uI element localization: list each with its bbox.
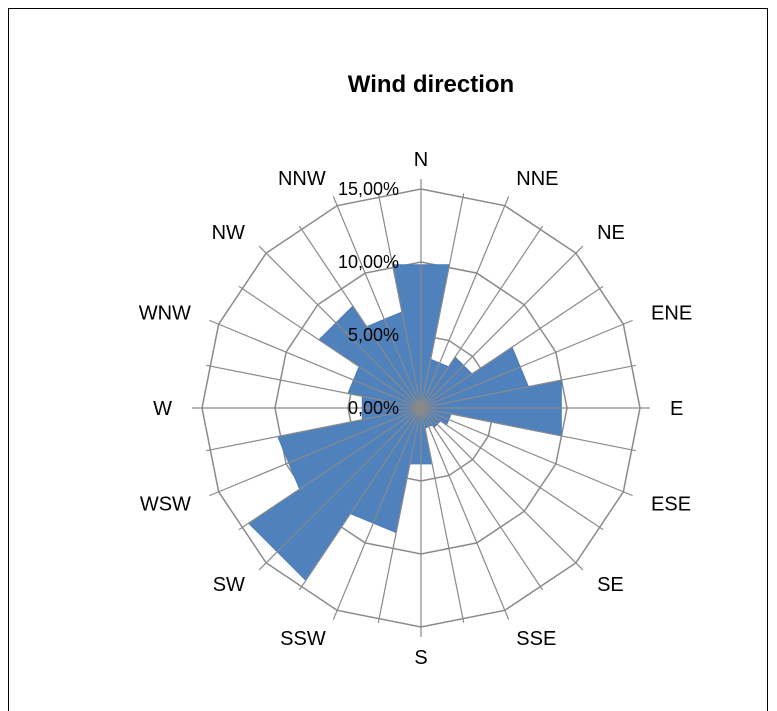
direction-label-n: N <box>414 149 428 171</box>
direction-spokes <box>192 179 650 637</box>
spoke-4 <box>420 364 636 409</box>
axis-nnw <box>332 196 422 409</box>
axis-sse <box>420 407 510 620</box>
spoke-1 <box>420 193 465 409</box>
spoke-5 <box>420 407 636 452</box>
radial-tick-labels: 0,00% 5,00% 10,00% 15,00% <box>338 179 399 418</box>
direction-label-ene: ENE <box>651 303 692 325</box>
direction-label-w: W <box>153 398 172 420</box>
spoke-11 <box>238 407 422 531</box>
direction-label-ese: ESE <box>651 493 691 515</box>
radial-tick-label: 0,00% <box>348 398 399 418</box>
spoke-12 <box>206 407 422 452</box>
axis-se <box>420 407 584 571</box>
spoke-9 <box>377 407 422 623</box>
direction-label-sw: SW <box>213 574 245 596</box>
spoke-13 <box>206 364 422 409</box>
direction-label-e: E <box>670 398 683 420</box>
radial-tick-label: 15,00% <box>338 179 399 199</box>
spoke-2 <box>420 225 544 409</box>
spoke-8 <box>420 407 465 623</box>
axis-ese <box>420 407 633 497</box>
direction-label-s: S <box>414 647 427 669</box>
axis-nw <box>258 245 422 409</box>
direction-label-wnw: WNW <box>139 303 191 325</box>
direction-label-nw: NW <box>212 222 245 244</box>
spoke-7 <box>420 407 544 591</box>
direction-label-sse: SSE <box>516 628 556 650</box>
spoke-6 <box>420 407 604 531</box>
direction-label-se: SE <box>597 574 624 596</box>
spoke-10 <box>298 407 422 591</box>
spoke-0 <box>377 193 422 409</box>
axis-ssw <box>332 407 422 620</box>
direction-labels: N NNE NE ENE E ESE SE SSE S SSW SW WSW W WNW NW NNW <box>139 149 692 669</box>
radial-tick-label: 10,00% <box>338 252 399 272</box>
spoke-3 <box>420 285 604 409</box>
direction-label-ssw: SSW <box>280 628 326 650</box>
spoke-14 <box>238 285 422 409</box>
axis-sw <box>258 407 422 571</box>
axis-ene <box>420 319 633 409</box>
axis-wsw <box>209 407 422 497</box>
spoke-15 <box>298 225 422 409</box>
direction-label-nne: NNE <box>516 168 558 190</box>
chart-title: Wind direction <box>348 71 514 98</box>
axis-ne <box>420 245 584 409</box>
axis-wnw <box>209 319 422 409</box>
radial-tick-label: 5,00% <box>348 325 399 345</box>
direction-label-ne: NE <box>597 222 625 244</box>
direction-label-wsw: WSW <box>140 493 191 515</box>
axis-nne <box>420 196 510 409</box>
direction-label-nnw: NNW <box>278 168 326 190</box>
